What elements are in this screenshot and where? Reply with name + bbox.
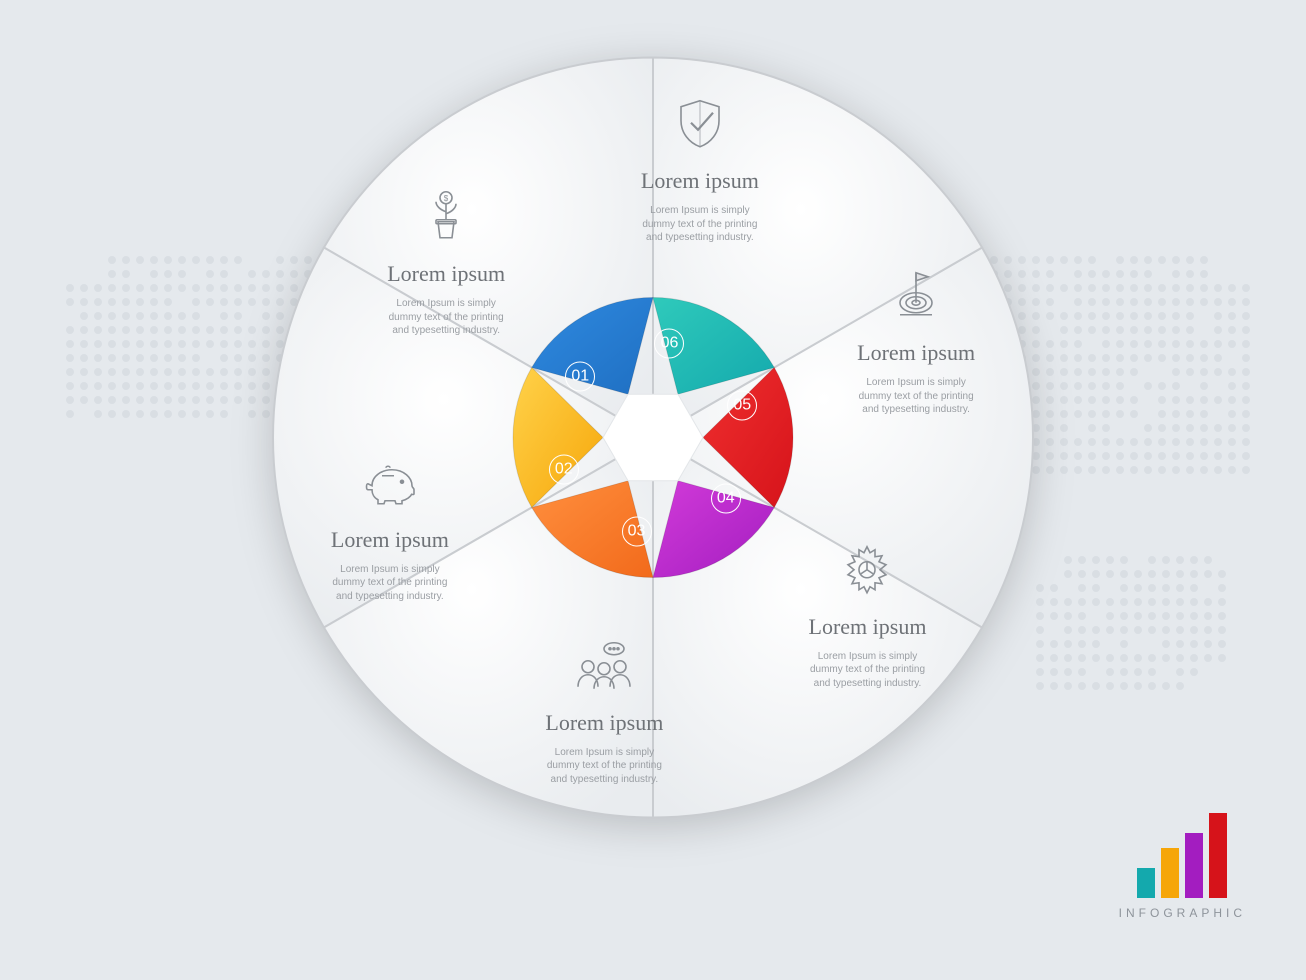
piggy-bank-icon bbox=[300, 464, 480, 513]
legend-bar-2 bbox=[1161, 848, 1179, 898]
gear-icon bbox=[777, 545, 957, 600]
segment-2-title: Lorem ipsum bbox=[300, 527, 480, 553]
segment-3-desc: Lorem Ipsum is simply dummy text of the … bbox=[539, 745, 669, 786]
segment-2: Lorem ipsum Lorem Ipsum is simply dummy … bbox=[300, 464, 480, 604]
hub-number-2: 02 bbox=[549, 455, 579, 485]
hub-number-4: 04 bbox=[711, 484, 741, 514]
money-plant-icon: $ bbox=[356, 190, 536, 247]
segment-2-desc: Lorem Ipsum is simply dummy text of the … bbox=[325, 563, 455, 604]
hub-number-1: 01 bbox=[565, 361, 595, 391]
infographic-legend: INFOGRAPHIC bbox=[1119, 813, 1246, 920]
segment-1-title: Lorem ipsum bbox=[356, 261, 536, 287]
segment-1: $ Lorem ipsum Lorem Ipsum is simply dumm… bbox=[356, 190, 536, 338]
hub-number-6: 06 bbox=[654, 329, 684, 359]
circular-infographic: $ Lorem ipsum Lorem Ipsum is simply dumm… bbox=[263, 48, 1043, 833]
team-chat-icon bbox=[514, 640, 694, 695]
legend-bar-1 bbox=[1137, 868, 1155, 898]
target-flag-icon bbox=[826, 267, 1006, 326]
segment-1-desc: Lorem Ipsum is simply dummy text of the … bbox=[381, 297, 511, 338]
legend-bar-4 bbox=[1209, 813, 1227, 898]
segment-5-title: Lorem ipsum bbox=[826, 340, 1006, 366]
segment-3-title: Lorem ipsum bbox=[514, 709, 694, 735]
segment-5: Lorem ipsum Lorem Ipsum is simply dummy … bbox=[826, 267, 1006, 417]
segment-6-title: Lorem ipsum bbox=[610, 168, 790, 194]
segment-4-title: Lorem ipsum bbox=[777, 614, 957, 640]
hub-number-3: 03 bbox=[622, 516, 652, 546]
hub-number-5: 05 bbox=[727, 390, 757, 420]
legend-bar-3 bbox=[1185, 833, 1203, 898]
shield-check-icon bbox=[610, 99, 790, 154]
segment-6: Lorem ipsum Lorem Ipsum is simply dummy … bbox=[610, 99, 790, 245]
legend-bars-svg bbox=[1137, 813, 1227, 898]
segment-3: Lorem ipsum Lorem Ipsum is simply dummy … bbox=[514, 640, 694, 786]
segment-4: Lorem ipsum Lorem Ipsum is simply dummy … bbox=[777, 545, 957, 691]
legend-label: INFOGRAPHIC bbox=[1119, 906, 1246, 920]
segment-4-desc: Lorem Ipsum is simply dummy text of the … bbox=[802, 650, 932, 691]
svg-text:$: $ bbox=[444, 194, 449, 203]
segment-5-desc: Lorem Ipsum is simply dummy text of the … bbox=[851, 376, 981, 417]
segment-6-desc: Lorem Ipsum is simply dummy text of the … bbox=[635, 204, 765, 245]
